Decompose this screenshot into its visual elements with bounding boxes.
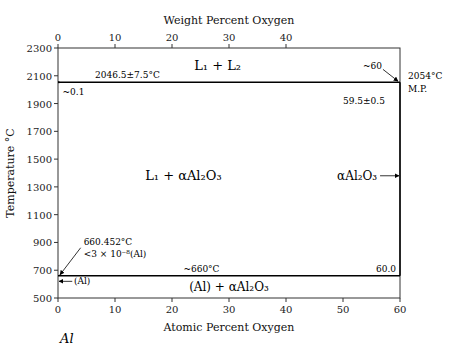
al-arrow (59, 281, 72, 282)
annotation: ~0.1 (63, 87, 85, 97)
annotation: 60.0 (376, 264, 396, 274)
annotation: (Al) (74, 276, 90, 286)
y-tick-label: 1500 (27, 154, 52, 165)
series-group (58, 81, 400, 276)
y-axis-label: Temperature °C (4, 128, 17, 217)
x-tick-label: 10 (109, 304, 122, 315)
x2-tick (172, 44, 173, 48)
annotation: ~660°C (183, 264, 219, 274)
y-tick (54, 75, 58, 76)
y-tick-label: 500 (33, 293, 52, 304)
phase-label: L₁ + αAl₂O₃ (145, 168, 221, 183)
melting-point-arrow (60, 248, 81, 275)
x2-tick (229, 44, 230, 48)
x-tick (115, 298, 116, 302)
x-tick (343, 298, 344, 302)
annotation: 2046.5±7.5°C (95, 70, 160, 80)
y-tick (54, 214, 58, 215)
phase-boundary (58, 81, 59, 83)
phase-boundary (58, 275, 400, 277)
x-tick-label: 30 (223, 304, 236, 315)
x-tick-label: 20 (166, 304, 179, 315)
phase-boundary (399, 82, 401, 276)
y-tick-label: 900 (33, 237, 52, 248)
x2-tick-label: 10 (109, 32, 122, 43)
x-tick (400, 298, 401, 302)
x-tick-label: 50 (337, 304, 350, 315)
x-tick-label: 40 (280, 304, 293, 315)
annotation: 2054°C (408, 71, 442, 81)
y-tick (54, 186, 58, 187)
x-tick (172, 298, 173, 302)
y-tick (54, 103, 58, 104)
x2-tick (286, 44, 287, 48)
x-tick (58, 298, 59, 302)
annotation: ~60 (363, 61, 382, 71)
y-tick-label: 2300 (27, 43, 52, 54)
x-tick (229, 298, 230, 302)
x2-tick-label: 20 (166, 32, 179, 43)
y-tick (54, 270, 58, 271)
y-tick-label: 1700 (27, 126, 52, 137)
x2-axis-label: Weight Percent Oxygen (164, 14, 295, 27)
y-tick-label: 1300 (27, 182, 52, 193)
annotation: 59.5±0.5 (343, 96, 385, 106)
x-axis-label: Atomic Percent Oxygen (163, 321, 295, 334)
annotation: 660.452°C (84, 237, 133, 247)
corner-arrow (383, 69, 398, 81)
x2-tick-label: 0 (55, 32, 61, 43)
y-tick (54, 131, 58, 132)
phase-boundary (58, 81, 400, 83)
element-label: Al (59, 331, 74, 346)
y-tick (54, 48, 58, 49)
y-tick-label: 1100 (27, 210, 52, 221)
x-tick (286, 298, 287, 302)
phase-label: L₁ + L₂ (194, 58, 241, 73)
phase-label: (Al) + αAl₂O₃ (189, 280, 269, 294)
x2-tick (58, 44, 59, 48)
annotation: M.P. (408, 84, 427, 94)
y-tick-label: 1900 (27, 99, 52, 110)
x2-tick-label: 40 (280, 32, 293, 43)
chart: 5007009001100130015001700190021002300010… (0, 0, 474, 358)
phase-label: αAl₂O₃ (337, 169, 377, 183)
y-tick-label: 700 (33, 265, 52, 276)
oxide-arrow (380, 175, 399, 176)
annotation: <3 × 10⁻⁸(Al) (84, 249, 147, 259)
plot-frame (58, 48, 400, 298)
x2-tick-label: 30 (223, 32, 236, 43)
y-tick (54, 159, 58, 160)
y-tick-label: 2100 (27, 71, 52, 82)
y-tick (54, 298, 58, 299)
x2-tick (115, 44, 116, 48)
x-tick-label: 0 (55, 304, 61, 315)
y-tick (54, 242, 58, 243)
x-tick-label: 60 (394, 304, 407, 315)
